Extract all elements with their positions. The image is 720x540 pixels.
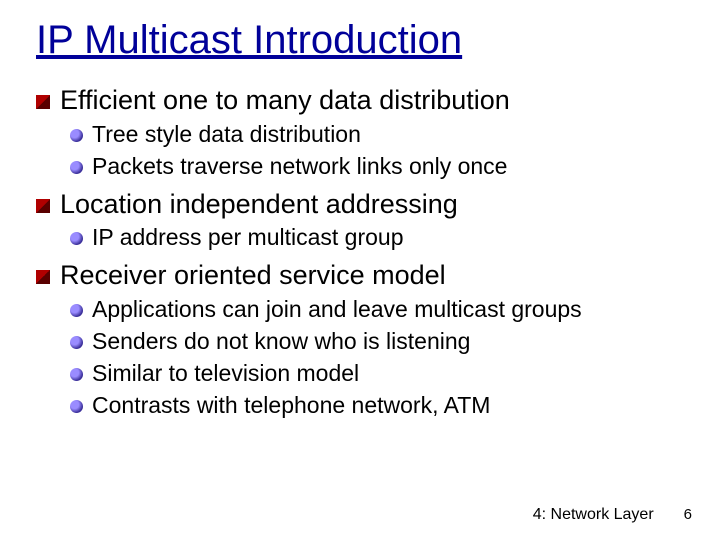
bullet-text: Tree style data distribution (92, 120, 361, 150)
bullet-text: Packets traverse network links only once (92, 152, 507, 182)
footer-section: 4: Network Layer (533, 506, 654, 524)
bullet-text: Location independent addressing (60, 188, 458, 222)
square-bullet-icon (36, 270, 50, 284)
circle-bullet-icon (70, 161, 83, 174)
bullet-l1: Location independent addressing (36, 188, 684, 222)
circle-bullet-icon (70, 336, 83, 349)
bullet-l2: IP address per multicast group (70, 223, 684, 253)
bullet-text: Efficient one to many data distribution (60, 84, 510, 118)
circle-bullet-icon (70, 400, 83, 413)
circle-bullet-icon (70, 129, 83, 142)
bullet-l2: Senders do not know who is listening (70, 327, 684, 357)
square-bullet-icon (36, 199, 50, 213)
bullet-l2: Packets traverse network links only once (70, 152, 684, 182)
slide-footer: 4: Network Layer 6 (533, 506, 692, 524)
page-number: 6 (684, 506, 692, 523)
slide: IP Multicast Introduction Efficient one … (0, 0, 720, 540)
bullet-l1: Receiver oriented service model (36, 259, 684, 293)
bullet-l2: Contrasts with telephone network, ATM (70, 391, 684, 421)
bullet-text: IP address per multicast group (92, 223, 404, 253)
bullet-text: Receiver oriented service model (60, 259, 446, 293)
slide-title: IP Multicast Introduction (36, 18, 684, 62)
bullet-text: Contrasts with telephone network, ATM (92, 391, 490, 421)
circle-bullet-icon (70, 304, 83, 317)
circle-bullet-icon (70, 368, 83, 381)
bullet-l1: Efficient one to many data distribution (36, 84, 684, 118)
bullet-l2: Tree style data distribution (70, 120, 684, 150)
bullet-l2: Similar to television model (70, 359, 684, 389)
bullet-text: Applications can join and leave multicas… (92, 295, 582, 325)
bullet-text: Senders do not know who is listening (92, 327, 470, 357)
square-bullet-icon (36, 95, 50, 109)
bullet-l2: Applications can join and leave multicas… (70, 295, 684, 325)
circle-bullet-icon (70, 232, 83, 245)
bullet-text: Similar to television model (92, 359, 359, 389)
